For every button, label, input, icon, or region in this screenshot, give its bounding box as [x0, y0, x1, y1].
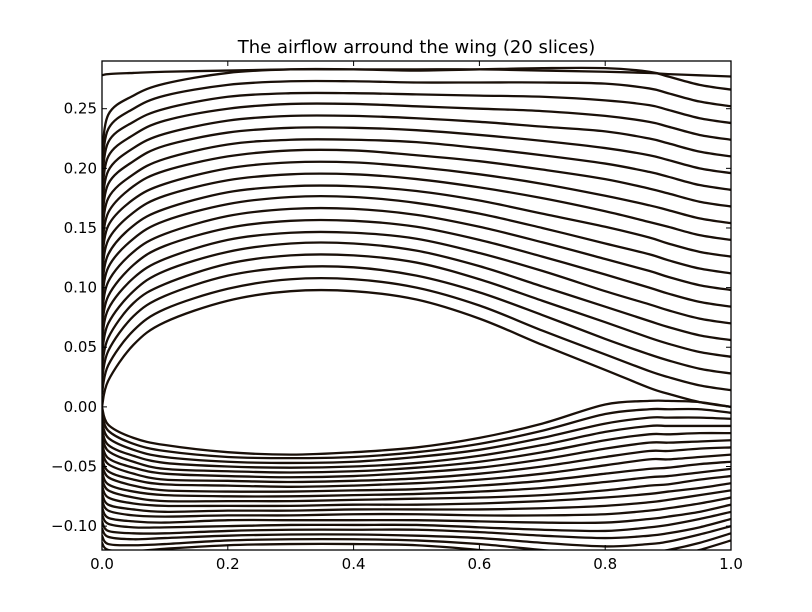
lower-streamline-13 — [102, 489, 731, 513]
chart-title: The airflow arround the wing (20 slices) — [237, 37, 595, 58]
y-tick-label: 0.20 — [64, 159, 97, 177]
lower-streamline-8 — [102, 453, 731, 488]
upper-streamline-1 — [102, 288, 731, 409]
y-tick-label: 0.10 — [64, 279, 97, 297]
x-tick-label: 0.4 — [342, 555, 366, 573]
lower-streamline-4 — [102, 424, 731, 469]
lower-streamline-19 — [102, 532, 731, 550]
x-tick-label: 0.2 — [216, 555, 240, 573]
y-tick-label: 0.15 — [64, 219, 97, 237]
lower-streamline-7 — [102, 446, 731, 484]
lower-streamline-3 — [102, 416, 731, 465]
upper-streamline-7 — [102, 218, 731, 330]
lower-streamline-20 — [102, 539, 731, 550]
upper-streamline-5 — [102, 241, 731, 356]
upper-streamline-4 — [102, 253, 731, 369]
lower-streamline-14 — [102, 496, 731, 518]
x-tick-label: 0.0 — [90, 555, 114, 573]
y-tick-label: −0.05 — [51, 458, 97, 476]
lower-streamline-12 — [102, 482, 731, 508]
upper-streamline-17 — [102, 102, 731, 199]
lower-streamline-6 — [102, 439, 731, 479]
upper-streamline-14 — [102, 138, 731, 238]
y-tick-label: 0.25 — [64, 100, 97, 118]
y-tick-label: 0.00 — [64, 398, 97, 416]
upper-streamline-6 — [102, 230, 731, 343]
upper-streamline-3 — [102, 265, 731, 382]
lower-streamline-1 — [102, 399, 731, 456]
upper-streamline-13 — [102, 148, 731, 251]
x-tick-label: 0.6 — [467, 555, 491, 573]
lower-streamline-11 — [102, 474, 731, 503]
upper-streamline-15 — [102, 126, 731, 225]
y-tick-label: 0.05 — [64, 338, 97, 356]
x-axis: 0.0 0.2 0.4 0.6 0.8 1.0 — [90, 61, 743, 573]
upper-streamline-19 — [102, 79, 731, 172]
x-tick-label: 1.0 — [719, 555, 743, 573]
upper-streamline-2 — [102, 276, 731, 395]
lower-streamline-17 — [102, 517, 731, 540]
plot-frame — [101, 60, 732, 551]
lower-streamline-2 — [102, 407, 731, 460]
lower-streamline-5 — [102, 431, 731, 474]
lower-streamline-15 — [102, 503, 731, 525]
upper-streamline-11 — [102, 172, 731, 277]
y-axis: −0.10 −0.05 0.00 0.05 0.10 0.15 0.20 0.25 — [51, 100, 731, 535]
upper-streamline-10 — [102, 184, 731, 290]
upper-streamline-16 — [102, 114, 731, 212]
lower-streamline-9 — [102, 460, 731, 493]
lower-streamline-10 — [102, 467, 731, 498]
lower-streamline-16 — [102, 510, 731, 533]
upper-streamline-8 — [102, 206, 731, 317]
x-tick-label: 0.8 — [593, 555, 617, 573]
upper-streamline-9 — [102, 194, 731, 304]
airflow-lines — [102, 66, 731, 550]
upper-streamline-18 — [102, 91, 731, 185]
lower-streamline-18 — [102, 525, 731, 548]
upper-streamline-12 — [102, 160, 731, 264]
y-tick-label: −0.10 — [51, 517, 97, 535]
upper-top-streamline — [102, 68, 731, 78]
